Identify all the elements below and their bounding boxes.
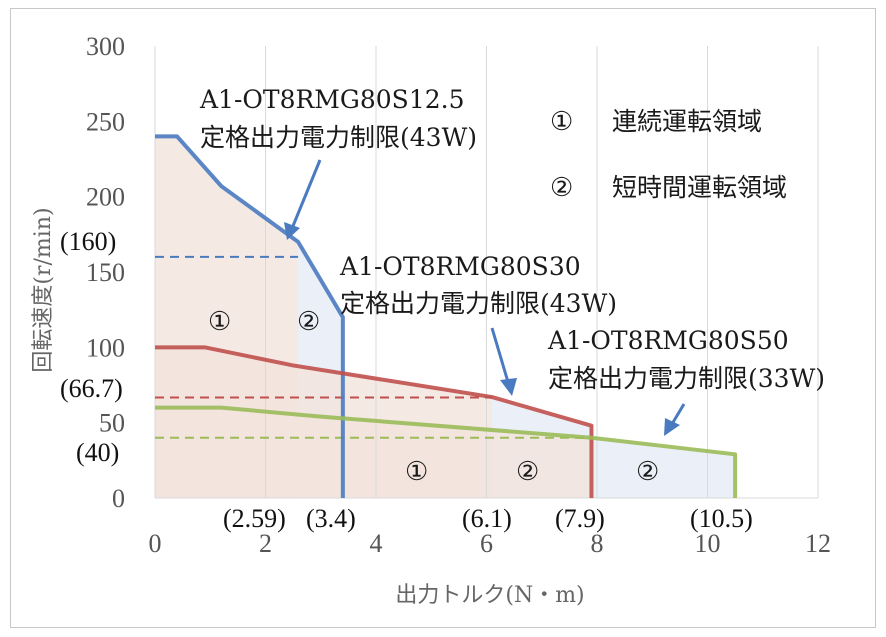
- y-tick-label-200: 200: [86, 183, 125, 212]
- x-tick-label-12: 12: [805, 529, 831, 558]
- x-axis-title: 出力トルク(N・m): [395, 583, 584, 608]
- y-tick-label-0: 0: [112, 484, 125, 513]
- x-tick-label-0: 0: [149, 529, 162, 558]
- x-tick-label-8: 8: [591, 529, 604, 558]
- arrow-s30: [490, 327, 510, 383]
- region-marker-s12-5-short: ②: [297, 307, 320, 337]
- chart-frame: [10, 8, 876, 628]
- arrowhead-s50: [664, 418, 680, 436]
- legend-symbol-short-time: ②: [550, 173, 573, 203]
- y-axis-title: 回転速度(r/min): [31, 207, 56, 372]
- y-value-label-66-7: (66.7): [60, 374, 123, 403]
- x-tick-label-10: 10: [695, 529, 721, 558]
- x-value-label-10-5: (10.5): [690, 504, 753, 533]
- y-value-label-40: (40): [76, 438, 119, 467]
- x-tick-label-2: 2: [259, 529, 272, 558]
- legend: ① 連続運転領域 ② 短時間運転領域: [550, 107, 787, 203]
- legend-symbol-continuous: ①: [550, 107, 573, 137]
- annotation-arrows: [284, 159, 686, 436]
- x-value-labels: (2.59) (3.4) (6.1) (7.9) (10.5): [223, 504, 753, 533]
- x-value-label-2-59: (2.59): [223, 504, 286, 533]
- series-rating-s50: 定格出力電力制限(33W): [548, 364, 825, 393]
- series-name-s50: A1-OT8RMG80S50: [547, 326, 789, 355]
- x-value-label-7-9: (7.9): [555, 504, 605, 533]
- y-value-labels: (160) (66.7) (40): [60, 227, 123, 467]
- y-tick-label-50: 50: [99, 409, 125, 438]
- y-value-label-160: (160): [60, 227, 116, 256]
- rated-speed-lines: [155, 255, 592, 439]
- x-tick-label-6: 6: [480, 529, 493, 558]
- arrowhead-s30: [500, 378, 517, 396]
- series-line-0: [155, 134, 345, 498]
- series-annotation-s50: A1-OT8RMG80S50 定格出力電力制限(33W): [547, 326, 825, 393]
- x-value-label-6-1: (6.1): [462, 504, 512, 533]
- tick-labels: 0 2 4 6 8 10 12 0 50 100 150 200 250 300: [86, 32, 831, 558]
- x-value-label-3-4: (3.4): [306, 504, 356, 533]
- series-rating-s12-5: 定格出力電力制限(43W): [200, 123, 477, 152]
- series-annotation-s30: A1-OT8RMG80S30 定格出力電力制限(43W): [339, 252, 617, 318]
- series-line-2: [155, 405, 738, 498]
- region-markers: ① ② ① ② ②: [208, 307, 659, 487]
- region-marker-s30-short: ②: [516, 457, 539, 487]
- y-tick-label-250: 250: [86, 107, 125, 136]
- y-tick-label-300: 300: [86, 32, 125, 61]
- x-tick-label-4: 4: [370, 529, 383, 558]
- region-marker-s12-5-continuous: ①: [208, 307, 231, 337]
- arrowhead-s12-5: [284, 222, 300, 240]
- series-name-s12-5: A1-OT8RMG80S12.5: [199, 85, 464, 114]
- series-lines: [155, 134, 738, 498]
- region-marker-s50-short: ②: [636, 457, 659, 487]
- legend-label-short-time: 短時間運転領域: [612, 173, 787, 202]
- arrow-s50: [670, 403, 686, 425]
- y-tick-label-150: 150: [86, 258, 125, 287]
- region-marker-s30-continuous: ①: [405, 457, 428, 487]
- series-name-s30: A1-OT8RMG80S30: [339, 252, 581, 281]
- series-rating-s30: 定格出力電力制限(43W): [340, 289, 617, 318]
- legend-label-continuous: 連続運転領域: [612, 107, 762, 136]
- series-annotation-s12-5: A1-OT8RMG80S12.5 定格出力電力制限(43W): [199, 85, 477, 152]
- arrow-s12-5: [291, 159, 322, 227]
- y-tick-label-100: 100: [86, 333, 125, 362]
